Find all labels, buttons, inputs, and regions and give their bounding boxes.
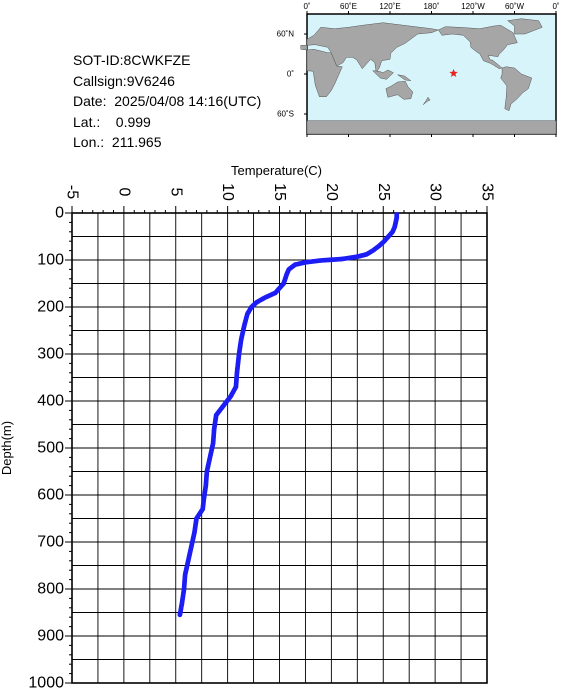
map-latitude-label: 60˚N: [277, 30, 295, 39]
x-tick-label: -5: [64, 185, 81, 199]
y-tick-label: 1000: [28, 675, 64, 690]
y-tick-label: 800: [37, 581, 64, 598]
map-frame-ticks: [304, 11, 557, 137]
location-map: 0˚ 60˚E 120˚E 180˚ 120˚W 60˚W 0˚ 60˚N 0˚ 60˚S: [277, 2, 560, 137]
y-tick-label: 300: [37, 346, 64, 363]
continent-shape: [506, 18, 543, 35]
map-longitude-label: 60˚W: [505, 2, 525, 11]
map-longitude-label: 0˚: [303, 2, 310, 11]
continent-shape: [397, 74, 412, 82]
y-tick-label: 600: [37, 487, 64, 504]
y-tick-label: 500: [37, 440, 64, 457]
longitude-text: Lon.: 211.965: [73, 134, 162, 150]
x-tick-label: 10: [219, 183, 236, 201]
map-continents: [300, 18, 557, 135]
chart-axes: [65, 206, 488, 684]
y-tick-label: 900: [37, 628, 64, 645]
y-axis-title: Depth(m): [0, 421, 14, 475]
y-tick-label: 400: [37, 393, 64, 410]
map-longitude-label: 0˚: [552, 2, 559, 11]
metadata-block: SOT-ID:8CWKFZE Callsign:9V6246 Date: 202…: [73, 50, 261, 153]
map-longitude-labels: 0˚ 60˚E 120˚E 180˚ 120˚W 60˚W 0˚: [303, 2, 559, 11]
x-tick-label: 15: [271, 183, 288, 201]
x-axis-title: Temperature(C): [231, 163, 322, 178]
map-latitude-labels: 60˚N 0˚ 60˚S: [277, 30, 295, 119]
y-tick-label: 200: [37, 299, 64, 316]
map-latitude-label: 0˚: [287, 70, 294, 79]
date-text: Date: 2025/04/08 14:16(UTC): [73, 93, 262, 109]
y-tick-label: 0: [55, 205, 64, 222]
x-tick-label: 35: [479, 183, 496, 201]
ship-location-marker: [449, 68, 458, 77]
y-tick-labels: 0 100 200 300 400 500 600 700 800 900 1000: [28, 205, 64, 690]
chart-grid: [71, 212, 488, 684]
map-longitude-label: 120˚E: [379, 2, 400, 11]
map-latitude-label: 60˚S: [277, 110, 294, 119]
continent-shape: [372, 69, 394, 80]
continent-shape: [300, 45, 308, 51]
callsign-text: Callsign:9V6246: [73, 72, 175, 89]
continent-shape: [500, 66, 533, 112]
map-longitude-label: 60˚E: [340, 2, 357, 11]
profile-series: [177, 212, 400, 618]
star-icon: [449, 68, 458, 77]
continent-shape: [385, 81, 414, 100]
y-tick-label: 700: [37, 534, 64, 551]
sot-id-text: SOT-ID:8CWKFZE: [73, 52, 191, 68]
x-tick-label: 30: [427, 183, 444, 201]
x-tick-label: 20: [323, 183, 340, 201]
x-tick-label: 5: [167, 188, 184, 197]
continent-shape: [306, 49, 343, 97]
data-point: [177, 612, 183, 618]
y-tick-label: 100: [37, 252, 64, 269]
continent-shape: [306, 22, 440, 74]
map-longitude-label: 180˚: [423, 2, 439, 11]
continent-shape: [422, 96, 431, 105]
x-tick-label: 25: [375, 183, 392, 201]
latitude-text: Lat.: 0.999: [73, 113, 151, 130]
x-tick-label: 0: [115, 188, 132, 197]
map-longitude-label: 120˚W: [461, 2, 485, 11]
x-tick-labels: -5 0 5 10 15 20 25 30 35: [64, 183, 496, 201]
continent-shape: [438, 25, 518, 69]
